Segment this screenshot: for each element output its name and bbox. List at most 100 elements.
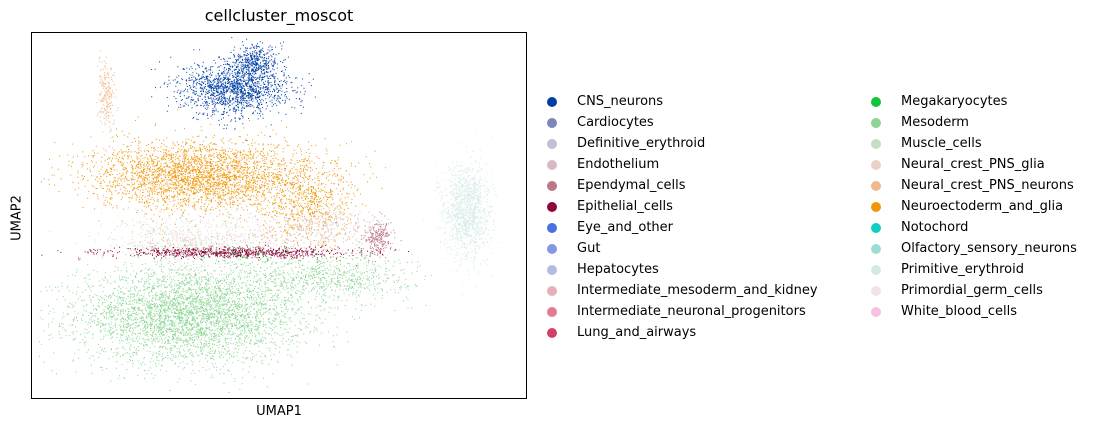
- cluster-neuroectoderm-and-glia: [41, 109, 377, 239]
- legend-label: Intermediate_mesoderm_and_kidney: [577, 283, 818, 298]
- legend-label: Lung_and_airways: [577, 325, 697, 340]
- legend-column-1: CNS_neurons Cardiocytes Definitive_erythro…: [547, 91, 818, 343]
- legend-marker: [871, 138, 881, 149]
- scatter-point-group: [223, 37, 289, 93]
- legend-marker: [871, 180, 881, 191]
- legend-item: Intermediate_mesoderm_and_kidney: [547, 280, 818, 301]
- cluster-neural-crest-pns-glia: [114, 216, 265, 264]
- cluster-epithelial-cells: [41, 244, 410, 262]
- legend-marker: [871, 306, 881, 317]
- legend-item: Intermediate_neuronal_progenitors: [547, 301, 818, 322]
- legend-item: Epithelial_cells: [547, 196, 818, 217]
- legend-marker: [547, 264, 557, 275]
- legend-item: Ependymal_cells: [547, 175, 818, 196]
- y-axis-label: UMAP2: [9, 195, 25, 241]
- cluster-intermediate-mesoderm-and-kidney: [185, 198, 354, 268]
- legend-label: Endothelium: [577, 157, 660, 172]
- scatter-points: [38, 37, 505, 393]
- legend-label: Primordial_germ_cells: [901, 283, 1043, 298]
- legend-label: Muscle_cells: [901, 136, 982, 151]
- legend-item: Gut: [547, 238, 818, 259]
- legend-marker: [547, 201, 557, 212]
- scatter-point-group: [41, 244, 410, 262]
- legend-label: Neural_crest_PNS_glia: [901, 157, 1045, 172]
- legend-item: Eye_and_other: [547, 217, 818, 238]
- legend-marker: [547, 327, 557, 338]
- legend-marker: [871, 222, 881, 233]
- legend-label: Notochord: [901, 220, 969, 235]
- scatter-point-group: [95, 50, 119, 149]
- scatter-point-group: [185, 198, 354, 268]
- legend-item: Muscle_cells: [871, 133, 1077, 154]
- axes-frame: [31, 32, 527, 399]
- scatter-point-group: [151, 44, 316, 141]
- legend-label: Intermediate_neuronal_progenitors: [577, 304, 806, 319]
- legend-item: CNS_neurons: [547, 91, 818, 112]
- legend-item: Neural_crest_PNS_glia: [871, 154, 1077, 175]
- scatter-point-group: [41, 109, 377, 239]
- scatter-point-group: [353, 211, 402, 263]
- legend-marker: [547, 138, 557, 149]
- legend-label: Cardiocytes: [577, 115, 654, 130]
- scatter-point-group: [422, 133, 505, 296]
- legend-label: Neuroectoderm_and_glia: [901, 199, 1064, 214]
- cluster-primitive-erythroid: [422, 133, 505, 296]
- legend-marker: [871, 159, 881, 170]
- legend-item: Megakaryocytes: [871, 91, 1077, 112]
- legend-label: Definitive_erythroid: [577, 136, 706, 151]
- legend-marker: [547, 306, 557, 317]
- legend-label: Hepatocytes: [577, 262, 659, 277]
- legend-item: Hepatocytes: [547, 259, 818, 280]
- legend-marker: [547, 222, 557, 233]
- legend-marker: [547, 285, 557, 296]
- legend-marker: [871, 96, 881, 107]
- legend-marker: [871, 285, 881, 296]
- legend-item: Notochord: [871, 217, 1077, 238]
- legend-label: Gut: [577, 241, 601, 256]
- scatter-point-group: [233, 120, 387, 268]
- legend-item: Olfactory_sensory_neurons: [871, 238, 1077, 259]
- legend-marker: [871, 117, 881, 128]
- legend-marker: [547, 96, 557, 107]
- chart-title: cellcluster_moscot: [204, 6, 354, 25]
- cluster-ependymal-cells: [353, 211, 402, 263]
- legend-marker: [547, 243, 557, 254]
- legend-item: Lung_and_airways: [547, 322, 818, 343]
- legend-marker: [871, 243, 881, 254]
- x-axis-label: UMAP1: [256, 404, 302, 419]
- legend-item: Primordial_germ_cells: [871, 280, 1077, 301]
- legend-marker: [547, 117, 557, 128]
- legend-item: Cardiocytes: [547, 112, 818, 133]
- legend-label: Eye_and_other: [577, 220, 673, 235]
- cluster-cns-neurons: [223, 37, 289, 93]
- legend-label: Mesoderm: [901, 115, 969, 130]
- legend-item: White_blood_cells: [871, 301, 1077, 322]
- legend-column-2: Megakaryocytes Mesoderm Muscle_cells Neural…: [871, 91, 1077, 322]
- legend-label: Megakaryocytes: [901, 94, 1008, 109]
- cluster-neuroectoderm-and-glia: [233, 120, 387, 268]
- legend-item: Neuroectoderm_and_glia: [871, 196, 1077, 217]
- legend-label: Neural_crest_PNS_neurons: [901, 178, 1074, 193]
- cluster-neural-crest-pns-neurons: [95, 50, 119, 149]
- legend-item: Endothelium: [547, 154, 818, 175]
- legend-label: Primitive_erythroid: [901, 262, 1024, 277]
- scatter-point-group: [138, 242, 372, 271]
- scatter-point-group: [114, 216, 265, 264]
- legend-marker: [547, 180, 557, 191]
- scatter-point-group: [249, 198, 394, 258]
- legend-item: Mesoderm: [871, 112, 1077, 133]
- legend-marker: [871, 201, 881, 212]
- legend-marker: [547, 159, 557, 170]
- cluster-endothelium: [249, 198, 394, 258]
- legend-label: Olfactory_sensory_neurons: [901, 241, 1077, 256]
- scatter-point-group: [38, 231, 396, 393]
- legend-marker: [871, 264, 881, 275]
- legend-item: Definitive_erythroid: [547, 133, 818, 154]
- legend-item: Neural_crest_PNS_neurons: [871, 175, 1077, 196]
- cluster-cns-neurons: [151, 44, 316, 141]
- legend-label: Ependymal_cells: [577, 178, 686, 193]
- legend-label: Epithelial_cells: [577, 199, 673, 214]
- cluster-megakaryocytes: [138, 242, 372, 271]
